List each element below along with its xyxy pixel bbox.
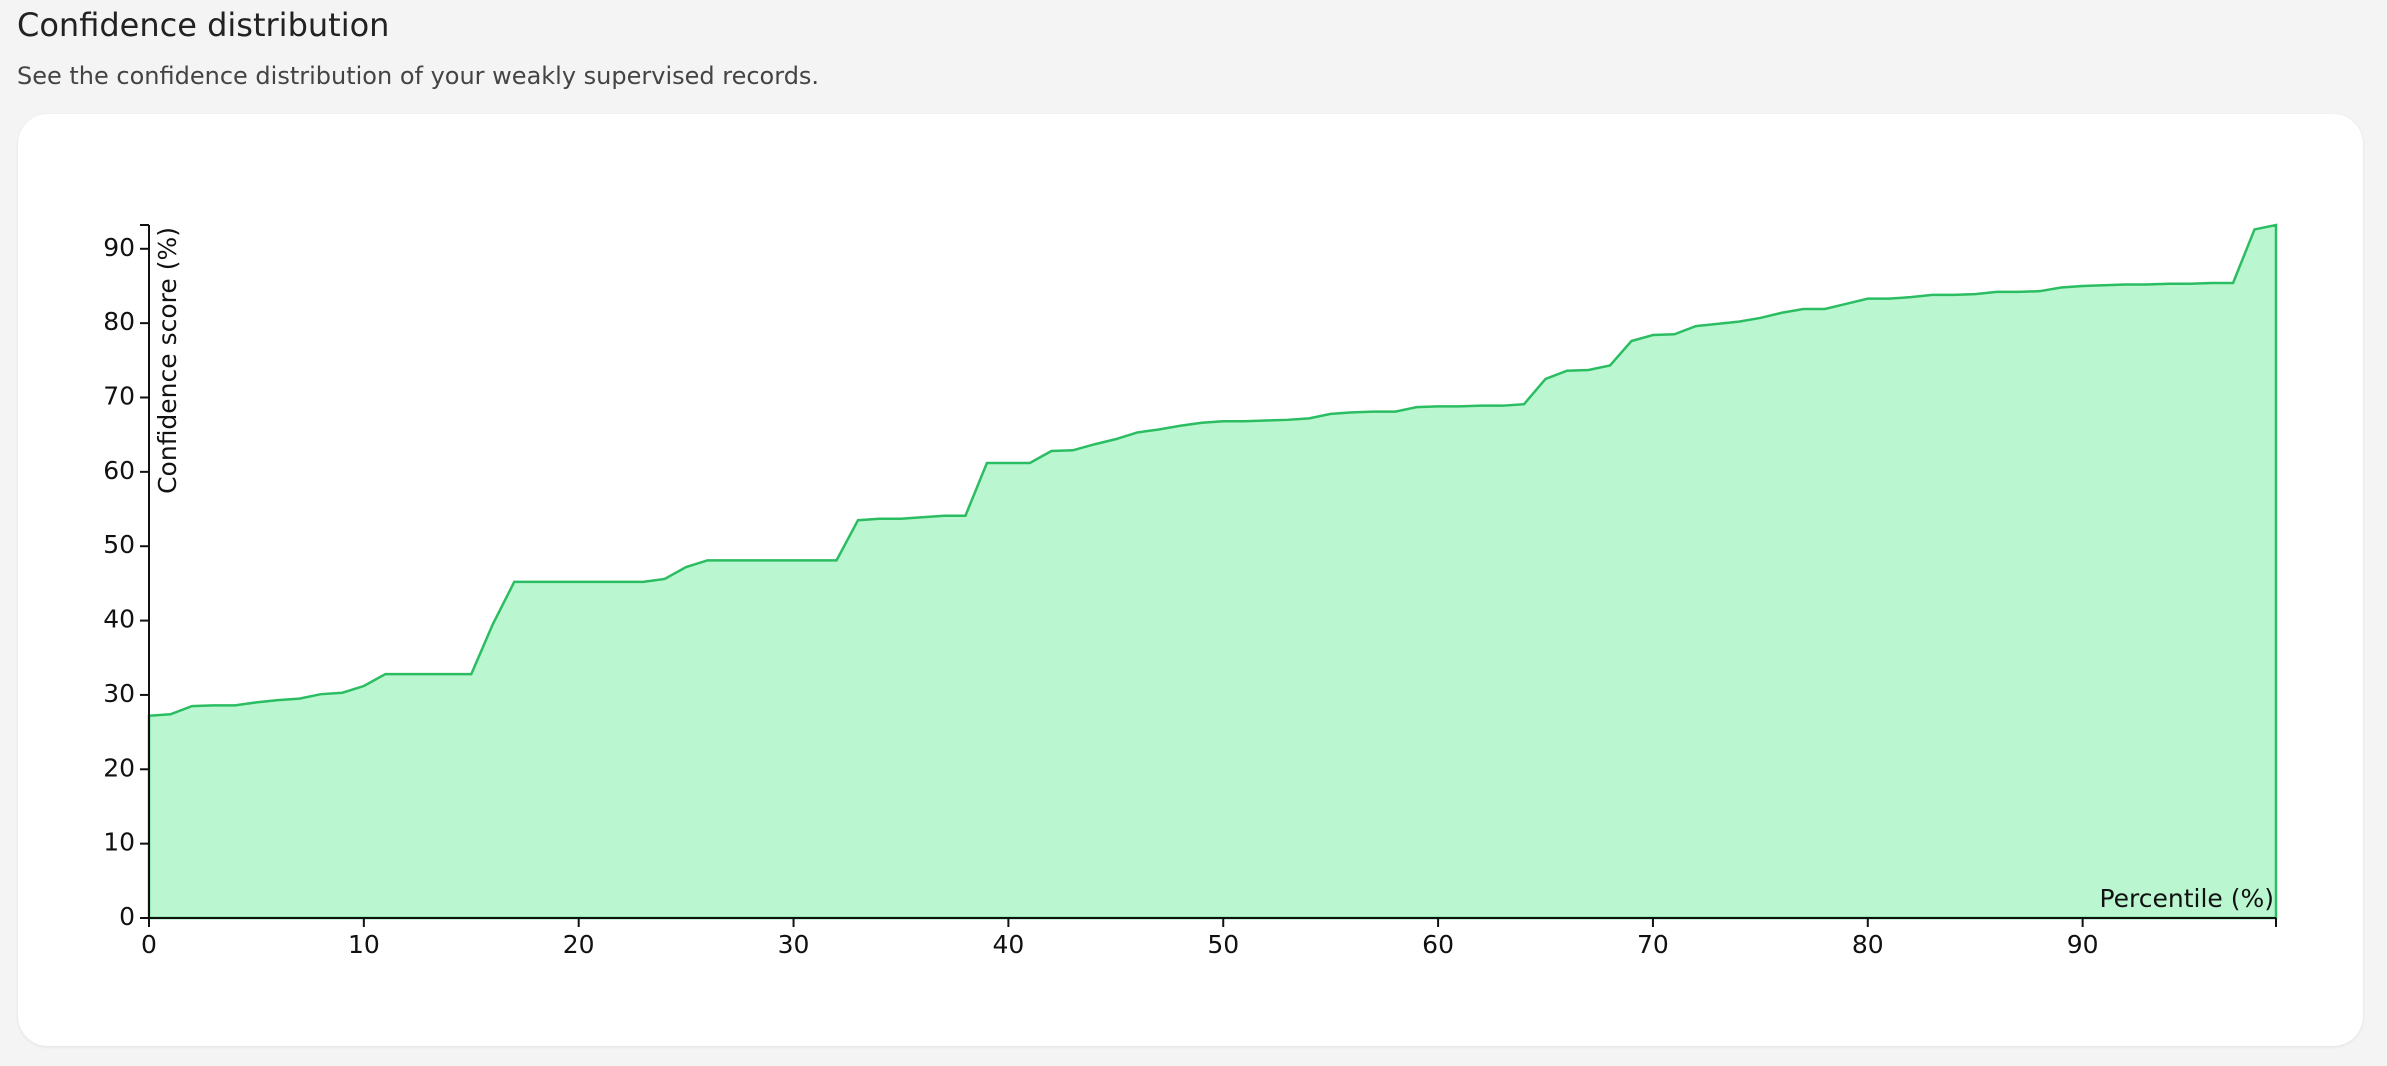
y-axis-label: Confidence score (%) [153,227,182,494]
x-tick-label: 80 [1852,930,1884,959]
x-axis-label: Percentile (%) [2099,884,2274,913]
y-tick-label: 80 [103,307,135,336]
x-tick-label: 20 [563,930,595,959]
page-subtitle: See the confidence distribution of your … [17,62,820,90]
x-tick-label: 30 [778,930,810,959]
y-tick-label: 30 [103,679,135,708]
page-title: Confidence distribution [17,6,390,44]
y-tick-label: 40 [103,605,135,634]
x-tick-label: 50 [1207,930,1239,959]
x-tick-label: 40 [992,930,1024,959]
y-tick-label: 90 [103,233,135,262]
x-tick-label: 70 [1637,930,1669,959]
x-tick-label: 60 [1422,930,1454,959]
y-tick-label: 10 [103,828,135,857]
y-tick-label: 70 [103,382,135,411]
y-tick-label: 20 [103,753,135,782]
y-tick-label: 60 [103,456,135,485]
x-tick-label: 90 [2067,930,2099,959]
area [147,223,2278,920]
y-tick-label: 0 [119,902,135,931]
x-tick-label: 10 [348,930,380,959]
y-tick-label: 50 [103,530,135,559]
x-tick-label: 0 [141,930,157,959]
